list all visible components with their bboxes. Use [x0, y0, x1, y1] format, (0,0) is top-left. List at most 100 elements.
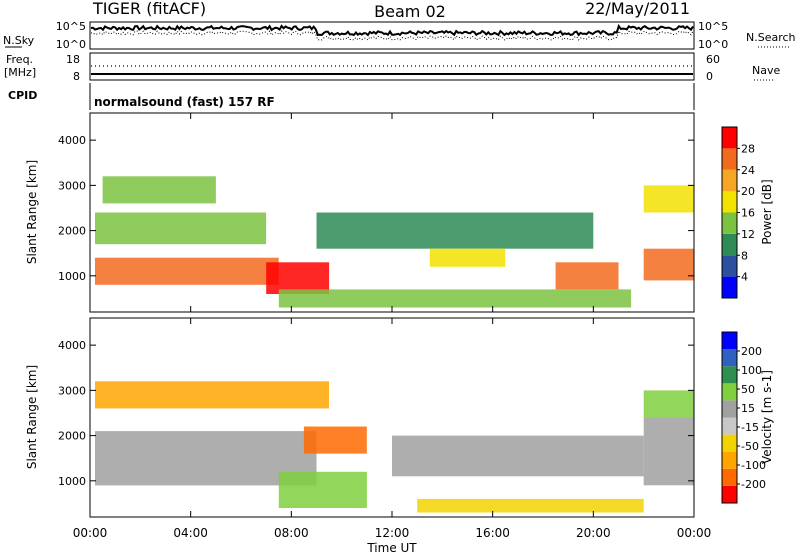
freq-panel: Freq. [MHz] 18 8 60 0 Nave: [4, 52, 780, 83]
colorbar-segment: [722, 233, 737, 256]
colorbar-tick-label: -100: [741, 459, 766, 472]
colorbar-tick-label: 15: [741, 402, 755, 415]
power-x-ticks: [89, 113, 695, 312]
colorbar-segment: [722, 417, 737, 435]
colorbar-tick-label: 8: [741, 249, 748, 262]
colorbar-tick-label: 12: [741, 228, 755, 241]
freq-left-tick-top: 18: [66, 53, 80, 66]
x-tick-label: 00:00: [677, 526, 712, 540]
noise-right-tick-top: 10^5: [698, 20, 728, 33]
colorbar-tick-label: -200: [741, 478, 766, 491]
nave-label: Nave: [752, 64, 780, 77]
velocity-panel-frame: [89, 317, 695, 518]
y-tick-label: 2000: [58, 225, 86, 238]
noise-sky-label: N.Sky: [3, 34, 35, 47]
x-tick-label: 00:00: [73, 526, 108, 540]
freq-right-tick-top: 60: [706, 53, 720, 66]
velocity-x-ticks: [89, 318, 695, 517]
colorbar-segment: [722, 434, 737, 452]
colorbar-segment: [722, 127, 737, 149]
data-region: [417, 498, 644, 513]
colorbar-segment: [722, 212, 737, 234]
velocity-data: [95, 381, 694, 513]
power-y-axis: 1000 2000 3000 4000: [58, 134, 694, 283]
power-colorbar-label: Power [dB]: [760, 179, 774, 244]
data-region: [102, 176, 216, 204]
colorbar-tick-label: 16: [741, 207, 755, 220]
colorbar-tick-label: 28: [741, 142, 755, 155]
radar-title: TIGER (fitACF): [92, 0, 206, 18]
data-region: [643, 185, 694, 213]
freq-panel-frame: [89, 52, 695, 81]
noise-search-line: [90, 30, 694, 41]
freq-right-tick-bottom: 0: [706, 70, 713, 83]
noise-right-tick-bottom: 10^0: [698, 38, 728, 51]
y-tick-label: 1000: [58, 475, 86, 488]
noise-left-tick-bottom: 10^0: [56, 38, 86, 51]
y-tick-label: 1000: [58, 270, 86, 283]
colorbar-segment: [722, 400, 737, 418]
colorbar-tick-label: 200: [741, 345, 762, 358]
y-tick-label: 2000: [58, 430, 86, 443]
velocity-colorbar: -200 -100 -50 -15 15 50 100 200: [721, 331, 766, 504]
colorbar-segment: [722, 255, 737, 277]
beam-label: Beam 02: [374, 2, 446, 21]
data-region: [95, 212, 267, 245]
colorbar-tick-label: 24: [741, 164, 755, 177]
y-tick-label: 4000: [58, 339, 86, 352]
x-tick-label: 08:00: [274, 526, 309, 540]
velocity-y-axis-label: Slant Range [km]: [25, 365, 39, 469]
cpid-label: CPID: [8, 89, 37, 102]
x-tick-label: 20:00: [576, 526, 611, 540]
x-tick-label: 16:00: [475, 526, 510, 540]
x-axis-tick-labels: 00:00 04:00 08:00 12:00 16:00 20:00 00:00: [73, 526, 712, 540]
data-region: [643, 390, 694, 418]
noise-trace: [90, 23, 694, 41]
data-region: [95, 381, 329, 409]
colorbar-segment: [722, 468, 737, 486]
cpid-value: normalsound (fast) 157 RF: [94, 95, 275, 109]
data-region: [266, 262, 330, 294]
velocity-y-axis: 1000 2000 3000 4000: [58, 339, 694, 488]
colorbar-segment: [722, 169, 737, 192]
y-tick-label: 3000: [58, 384, 86, 397]
data-region: [95, 257, 279, 285]
data-region: [555, 262, 619, 290]
velocity-colorbar-label: Velocity [m s-1]: [760, 370, 774, 464]
freq-label: Freq.: [6, 53, 33, 66]
y-tick-label: 3000: [58, 179, 86, 192]
colorbar-segment: [722, 148, 737, 170]
noise-panel: N.Sky 10^5 10^0 10^5 10^0 N.Search: [3, 20, 796, 51]
colorbar-frame: [721, 331, 738, 504]
colorbar-segment: [722, 191, 737, 213]
colorbar-segment: [722, 451, 737, 469]
x-axis-label: Time UT: [366, 541, 417, 554]
date-label: 22/May/2011: [585, 0, 690, 18]
data-region: [392, 435, 644, 477]
data-region: [316, 212, 594, 249]
power-data: [95, 176, 694, 308]
power-panel: 1000 2000 3000 4000 Slant Range [km] 4 8 12 16…: [25, 112, 774, 313]
colorbar-tick-label: 50: [741, 383, 755, 396]
freq-unit-label: [MHz]: [4, 66, 36, 79]
noise-left-tick-top: 10^5: [56, 20, 86, 33]
y-tick-label: 4000: [58, 134, 86, 147]
colorbar-segment: [722, 383, 737, 401]
velocity-panel: 1000 2000 3000 4000 Slant Range [km] -200 -1…: [25, 317, 774, 518]
data-region: [278, 289, 632, 308]
colorbar-tick-label: 4: [741, 271, 748, 284]
x-tick-label: 04:00: [173, 526, 208, 540]
data-region: [303, 426, 367, 454]
noise-search-label: N.Search: [746, 31, 796, 44]
colorbar-segment: [722, 276, 737, 298]
colorbar-segment: [722, 485, 737, 503]
data-region: [278, 471, 367, 508]
colorbar-tick-label: 100: [741, 364, 762, 377]
data-region: [643, 248, 694, 281]
noise-sky-line: [90, 23, 694, 37]
noise-panel-frame: [89, 21, 695, 50]
x-tick-label: 12:00: [375, 526, 410, 540]
colorbar-segment: [722, 349, 737, 367]
colorbar-segment: [722, 366, 737, 384]
